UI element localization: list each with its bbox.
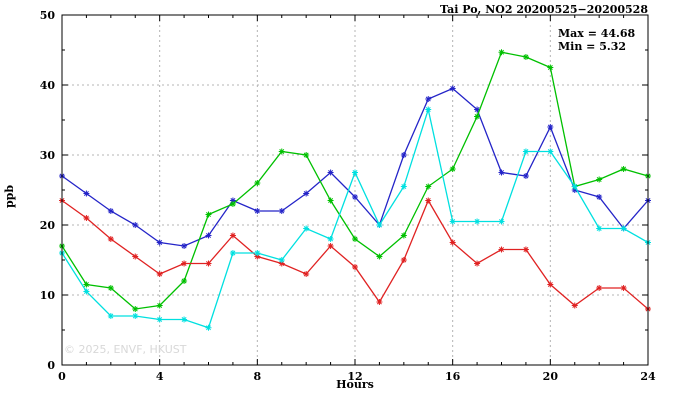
svg-text:4: 4: [156, 370, 164, 383]
watermark: © 2025, ENVF, HKUST: [64, 343, 187, 356]
svg-text:0: 0: [47, 359, 55, 372]
red-line: [59, 197, 651, 312]
min-label: Min = 5.32: [558, 40, 627, 53]
svg-text:30: 30: [40, 149, 56, 162]
plot-border: [61, 14, 649, 366]
svg-text:20: 20: [40, 219, 56, 232]
chart-title: Tai Po, NO2 20200525−20200528: [439, 3, 648, 16]
svg-text:10: 10: [40, 289, 56, 302]
svg-text:0: 0: [58, 370, 66, 383]
cyan-line: [59, 106, 651, 331]
max-min-annotation: Max = 44.68 Min = 5.32: [558, 27, 635, 53]
svg-text:20: 20: [543, 370, 559, 383]
svg-text:24: 24: [640, 370, 656, 383]
x-tick-labels: 0 4 8 12 16 20 24: [58, 370, 656, 383]
x-axis-label: Hours: [336, 378, 374, 391]
grid-lines: [62, 15, 648, 365]
svg-text:50: 50: [40, 9, 56, 22]
svg-text:40: 40: [40, 79, 56, 92]
svg-text:8: 8: [254, 370, 262, 383]
svg-text:16: 16: [445, 370, 461, 383]
max-label: Max = 44.68: [558, 27, 636, 40]
y-axis-label: ppb: [3, 184, 17, 209]
svg-text:12: 12: [347, 370, 362, 383]
y-tick-labels: 0 10 20 30 40 50: [40, 9, 56, 372]
